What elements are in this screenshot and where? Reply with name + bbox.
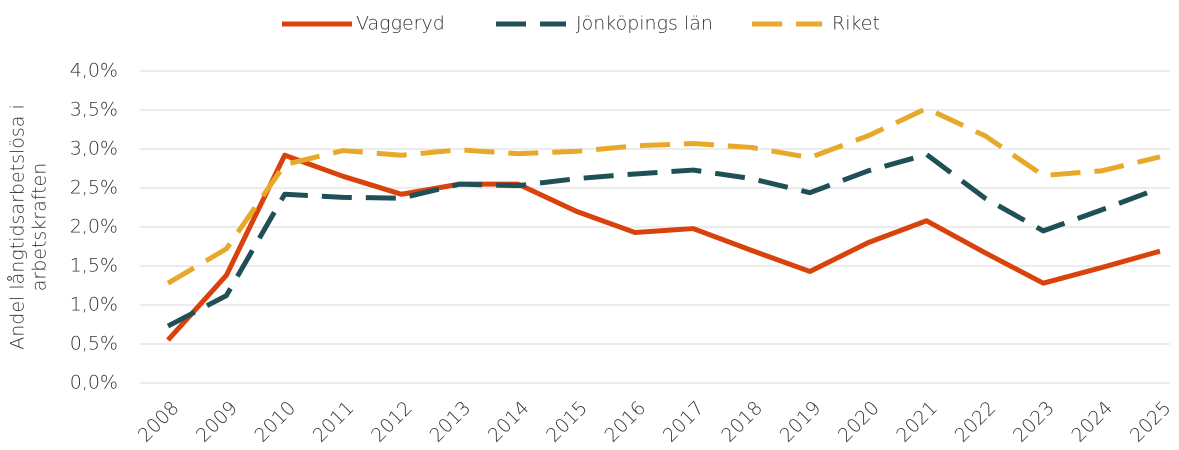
x-tick-label: 2024 <box>1067 397 1117 447</box>
x-tick-label: 2015 <box>542 397 592 447</box>
x-tick-label: 2020 <box>834 397 884 447</box>
x-tick-label: 2014 <box>484 397 534 447</box>
legend-item: Jönköpings län <box>496 13 713 35</box>
y-tick-label: 2,5% <box>70 177 118 199</box>
x-tick-label: 2011 <box>309 397 359 447</box>
legend-label: Jönköpings län <box>576 13 713 35</box>
x-tick-label: 2017 <box>659 397 709 447</box>
y-tick-label: 1,5% <box>70 255 118 277</box>
legend-label: Riket <box>832 13 880 35</box>
legend-label: Vaggeryd <box>356 13 445 35</box>
legend-item: Vaggeryd <box>282 13 445 35</box>
x-tick-label: 2023 <box>1009 397 1059 447</box>
data-line <box>166 151 1161 329</box>
x-tick-label: 2021 <box>892 397 942 447</box>
x-tick-label: 2022 <box>951 397 1001 447</box>
x-tick-label: 2019 <box>776 397 826 447</box>
x-tick-label: 2013 <box>425 397 475 447</box>
x-tick-label: 2016 <box>600 397 650 447</box>
y-tick-label: 3,5% <box>70 99 118 121</box>
y-tick-label: 0,0% <box>70 372 118 394</box>
x-tick-label: 2010 <box>250 397 300 447</box>
y-axis-label: Andel långtidsarbetslösa i arbetskraften <box>7 104 51 349</box>
y-tick-label: 4,0% <box>70 60 118 82</box>
x-tick-label: 2009 <box>192 397 242 447</box>
x-tick-label: 2025 <box>1126 397 1176 447</box>
x-tick-label: 2008 <box>134 397 184 447</box>
y-tick-label: 3,0% <box>70 138 118 160</box>
y-axis-label-line: Andel långtidsarbetslösa i <box>7 104 29 349</box>
y-tick-label: 0,5% <box>70 333 118 355</box>
x-tick-label: 2018 <box>717 397 767 447</box>
data-line <box>166 152 1161 342</box>
data-line <box>166 105 1161 286</box>
y-tick-label: 2,0% <box>70 216 118 238</box>
x-tick-label: 2012 <box>367 397 417 447</box>
y-axis-label-line: arbetskraften <box>29 163 51 292</box>
legend-item: Riket <box>752 13 880 35</box>
y-tick-label: 1,0% <box>70 294 118 316</box>
